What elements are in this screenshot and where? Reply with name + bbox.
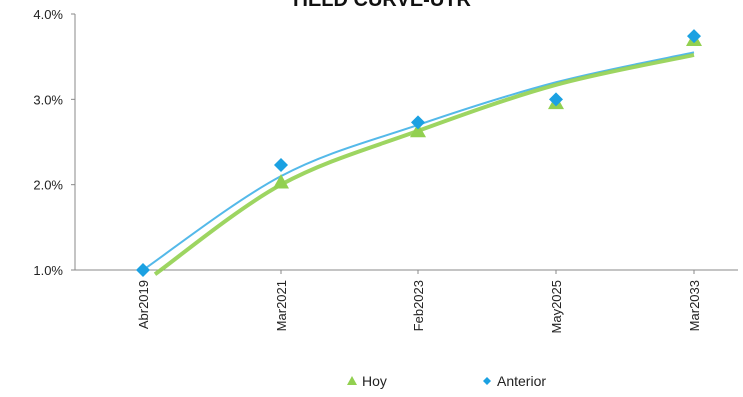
- x-tick-label: May2025: [549, 280, 564, 333]
- chart-axes: 1.0% 2.0% 3.0% 4.0% Abr2019 Mar2021 Feb2023 May…: [33, 7, 738, 333]
- point-anterior: [411, 115, 425, 130]
- legend-marker-hoy: [347, 376, 357, 385]
- trend-line-hoy: [153, 53, 695, 276]
- y-tick-label: 3.0%: [33, 92, 63, 107]
- y-tick-label: 1.0%: [33, 263, 63, 278]
- trend-lines: [142, 51, 695, 276]
- x-tick-label: Feb2023: [411, 280, 426, 331]
- x-tick-label: Mar2033: [687, 280, 702, 331]
- chart-title: YIELD CURVE-UTR: [289, 0, 471, 11]
- point-hoy: [273, 174, 289, 189]
- point-anterior: [549, 92, 563, 107]
- y-tick-label: 2.0%: [33, 178, 63, 193]
- x-tick-label: Abr2019: [136, 280, 151, 329]
- x-tick-label: Mar2021: [274, 280, 289, 331]
- legend-label-hoy: Hoy: [362, 373, 387, 389]
- data-points: [136, 29, 702, 277]
- y-tick-label: 4.0%: [33, 7, 63, 22]
- point-hoy: [410, 122, 426, 138]
- point-anterior: [136, 263, 150, 277]
- chart-legend: Hoy Anterior: [347, 373, 546, 389]
- point-anterior: [687, 29, 701, 44]
- point-anterior: [274, 158, 288, 173]
- legend-marker-anterior: [483, 377, 491, 385]
- trend-line-anterior: [142, 51, 695, 271]
- legend-label-anterior: Anterior: [497, 373, 546, 389]
